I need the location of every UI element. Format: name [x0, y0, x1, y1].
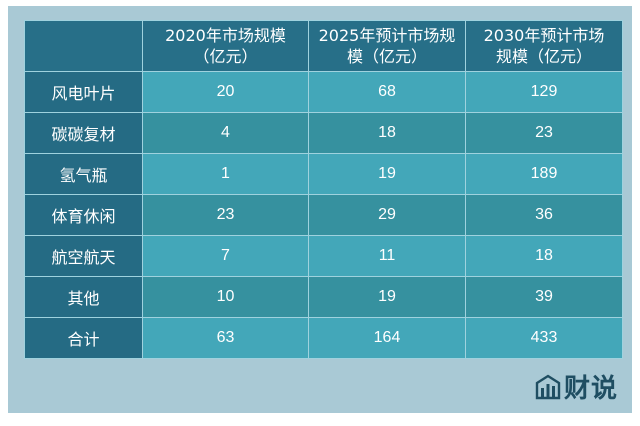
- cell-2025: 19: [308, 276, 466, 318]
- cell-2030: 433: [465, 317, 623, 359]
- cell-2020: 20: [142, 71, 309, 113]
- header-2025-line2: 模（亿元）: [346, 47, 427, 66]
- header-2020-line2: （亿元）: [193, 47, 258, 66]
- header-corner-cell: [24, 20, 143, 72]
- cell-2030: 129: [465, 71, 623, 113]
- table-body: 风电叶片 20 68 129 碳碳复材 4 18 23 氢气瓶 1 19 189…: [24, 71, 623, 359]
- table-header: 2020年市场规模 （亿元） 2025年预计市场规 模（亿元） 2030年预计市…: [24, 20, 623, 72]
- row-label: 风电叶片: [24, 71, 143, 113]
- caishuo-logo: 财说: [535, 368, 618, 405]
- cell-2030: 189: [465, 153, 623, 195]
- row-label: 体育休闲: [24, 194, 143, 236]
- cell-2020: 10: [142, 276, 309, 318]
- cell-2020: 23: [142, 194, 309, 236]
- logo-text: 财说: [563, 374, 618, 404]
- cell-2030: 18: [465, 235, 623, 277]
- cell-2020: 1: [142, 153, 309, 195]
- row-label: 碳碳复材: [24, 112, 143, 154]
- market-size-table: 2020年市场规模 （亿元） 2025年预计市场规 模（亿元） 2030年预计市…: [24, 20, 623, 359]
- cell-2020: 63: [142, 317, 309, 359]
- table-row: 氢气瓶 1 19 189: [24, 153, 623, 195]
- table-row: 其他 10 19 39: [24, 276, 623, 318]
- cell-2025: 18: [308, 112, 466, 154]
- cell-2030: 36: [465, 194, 623, 236]
- header-2030-line2: 规模（亿元）: [495, 47, 592, 66]
- header-2025-line1: 2025年预计市场规: [318, 26, 456, 45]
- header-2030: 2030年预计市场 规模（亿元）: [465, 20, 623, 72]
- cell-2020: 7: [142, 235, 309, 277]
- cell-2025: 68: [308, 71, 466, 113]
- table-row: 体育休闲 23 29 36: [24, 194, 623, 236]
- cell-2025: 29: [308, 194, 466, 236]
- table-row: 碳碳复材 4 18 23: [24, 112, 623, 154]
- table-card: 2020年市场规模 （亿元） 2025年预计市场规 模（亿元） 2030年预计市…: [8, 6, 632, 413]
- cell-2030: 23: [465, 112, 623, 154]
- cell-2030: 39: [465, 276, 623, 318]
- header-2020: 2020年市场规模 （亿元）: [142, 20, 309, 72]
- cell-2025: 164: [308, 317, 466, 359]
- table-row: 航空航天 7 11 18: [24, 235, 623, 277]
- table-row: 风电叶片 20 68 129: [24, 71, 623, 113]
- header-2025: 2025年预计市场规 模（亿元）: [308, 20, 466, 72]
- row-label: 航空航天: [24, 235, 143, 277]
- bar-chart-logo-icon: [535, 374, 561, 400]
- row-label: 合计: [24, 317, 143, 359]
- header-2030-line1: 2030年预计市场: [483, 26, 605, 45]
- header-2020-line1: 2020年市场规模: [165, 26, 286, 45]
- cell-2020: 4: [142, 112, 309, 154]
- cell-2025: 19: [308, 153, 466, 195]
- row-label: 其他: [24, 276, 143, 318]
- row-label: 氢气瓶: [24, 153, 143, 195]
- cell-2025: 11: [308, 235, 466, 277]
- table-row: 合计 63 164 433: [24, 317, 623, 359]
